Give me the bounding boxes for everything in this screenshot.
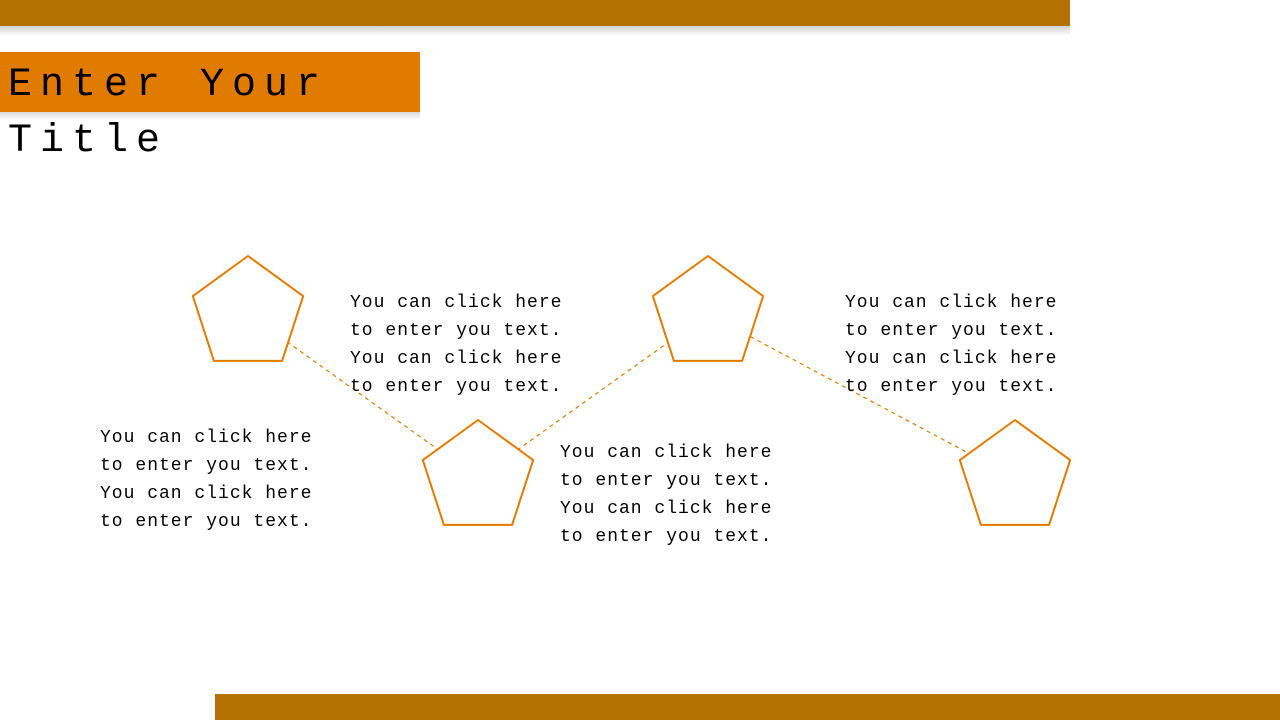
body-text-block[interactable]: You can click here to enter you text. Yo… (560, 440, 820, 552)
body-text-block[interactable]: You can click here to enter you text. Yo… (100, 425, 360, 537)
bottom-accent-bar (215, 694, 1280, 720)
body-text-block[interactable]: You can click here to enter you text. Yo… (350, 290, 610, 402)
pentagon-node[interactable] (186, 252, 310, 376)
pentagon-node[interactable] (953, 416, 1077, 540)
body-text-block[interactable]: You can click here to enter you text. Yo… (845, 290, 1105, 402)
slide-stage: Enter Your Title You can click here to e… (0, 0, 1280, 720)
top-bar-shadow (0, 26, 1070, 36)
pentagon-node[interactable] (416, 416, 540, 540)
slide-title[interactable]: Enter Your Title (8, 58, 328, 170)
title-line2: Title (8, 119, 168, 164)
top-accent-bar (0, 0, 1070, 26)
title-line1: Enter Your (8, 63, 328, 108)
pentagon-node[interactable] (646, 252, 770, 376)
